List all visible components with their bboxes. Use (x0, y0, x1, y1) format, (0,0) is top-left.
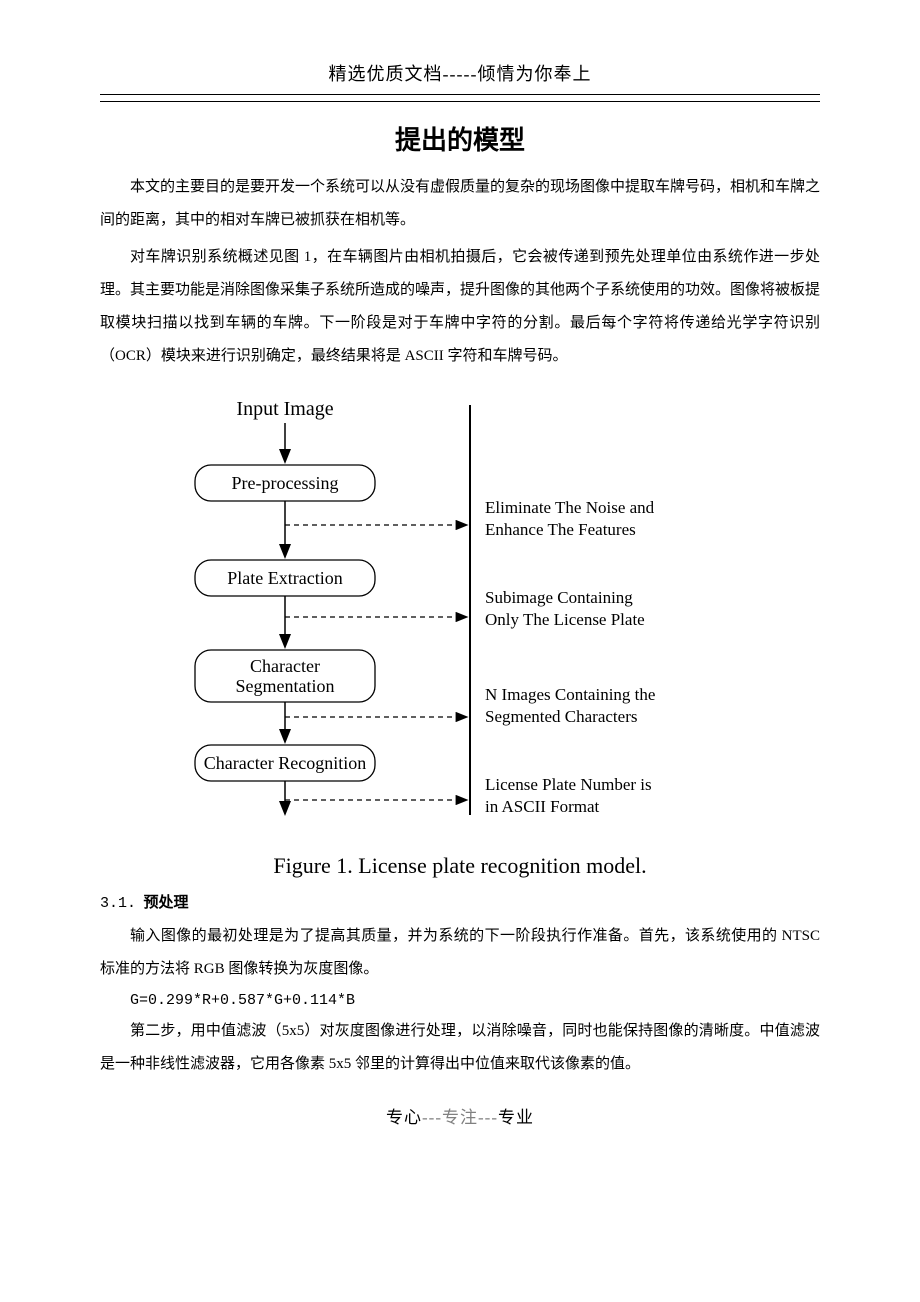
paragraph-1: 本文的主要目的是要开发一个系统可以从没有虚假质量的复杂的现场图像中提取车牌号码，… (100, 171, 820, 237)
node-char-seg-label2: Segmentation (236, 676, 335, 696)
grayscale-formula: G=0.299*R+0.587*G+0.114*B (130, 992, 820, 1009)
output-2-line2: Only The License Plate (485, 610, 645, 629)
input-image-label: Input Image (236, 398, 333, 420)
output-3-line2: Segmented Characters (485, 707, 637, 726)
paragraph-2: 对车牌识别系统概述见图 1，在车辆图片由相机拍摄后，它会被传递到预先处理单位由系… (100, 241, 820, 373)
output-1-line2: Enhance The Features (485, 520, 636, 539)
section-title: 预处理 (144, 895, 189, 911)
output-4-line2: in ASCII Format (485, 797, 600, 816)
page-footer: 专心---专注---专业 (100, 1103, 820, 1128)
section-3-1-heading: 3.1. 预处理 (100, 891, 820, 912)
paragraph-4: 第二步，用中值滤波（5x5）对灰度图像进行处理，以消除噪音，同时也能保持图像的清… (100, 1015, 820, 1081)
page-header: 精选优质文档-----倾情为你奉上 (100, 60, 820, 86)
node-plate-extraction-label: Plate Extraction (227, 568, 342, 588)
figure-caption: Figure 1. License plate recognition mode… (150, 853, 770, 879)
header-rule-top (100, 94, 820, 95)
output-2-line1: Subimage Containing (485, 588, 633, 607)
footer-part-c: 专业 (498, 1108, 534, 1127)
paragraph-3: 输入图像的最初处理是为了提高其质量，并为系统的下一阶段执行作准备。首先，该系统使… (100, 920, 820, 986)
document-page: 精选优质文档-----倾情为你奉上 提出的模型 本文的主要目的是要开发一个系统可… (0, 0, 920, 1168)
node-preprocessing-label: Pre-processing (232, 473, 339, 493)
node-char-seg-label1: Character (250, 656, 320, 676)
output-4-line1: License Plate Number is (485, 775, 652, 794)
node-char-recognition-label: Character Recognition (204, 753, 366, 773)
output-3-line1: N Images Containing the (485, 685, 655, 704)
footer-part-b: ---专注--- (422, 1108, 498, 1127)
output-1-line1: Eliminate The Noise and (485, 498, 655, 517)
section-number: 3.1. (100, 895, 136, 912)
figure-1: Input Image Pre-processing Eliminate The… (150, 395, 770, 879)
flowchart-svg: Input Image Pre-processing Eliminate The… (150, 395, 770, 825)
footer-part-a: 专心 (386, 1108, 422, 1127)
doc-title: 提出的模型 (100, 120, 820, 157)
header-rule-bottom (100, 101, 820, 102)
